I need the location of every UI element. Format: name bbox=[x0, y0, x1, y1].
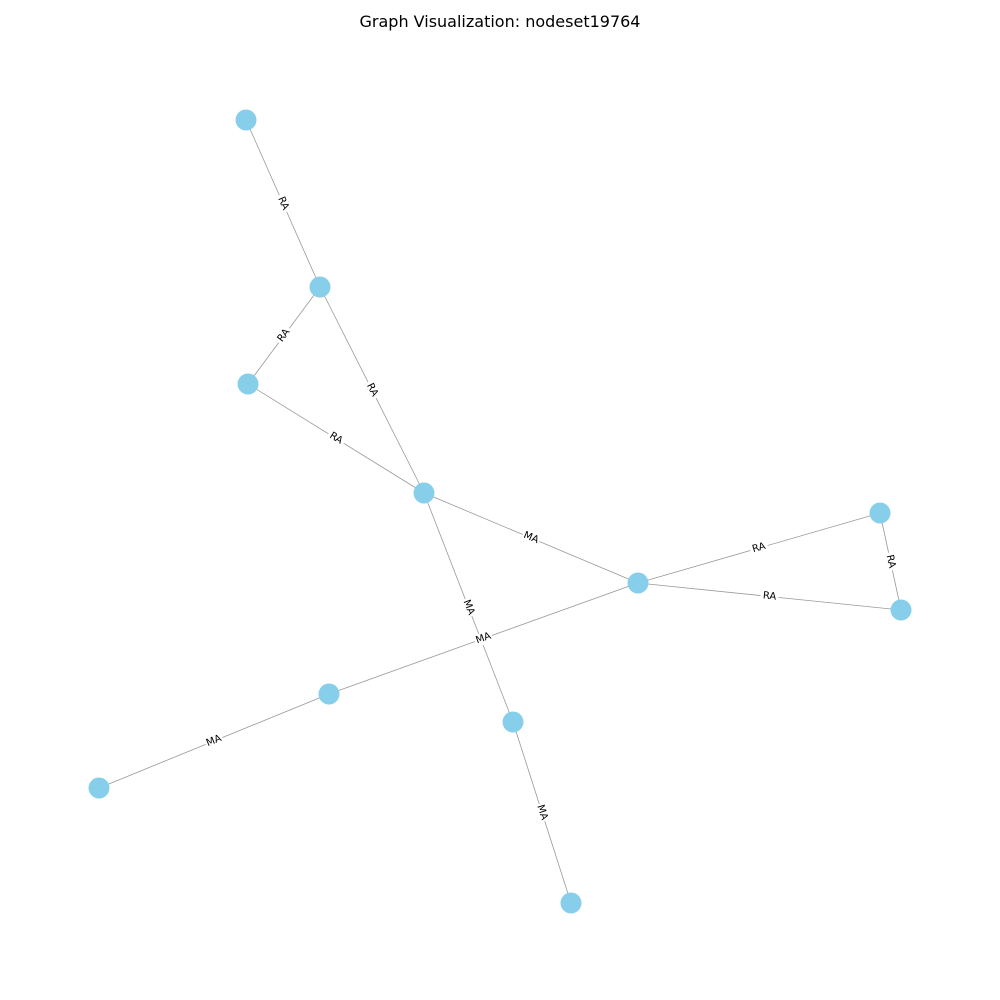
edge-label: RA bbox=[273, 324, 295, 347]
page-title: Graph Visualization: nodeset19764 bbox=[359, 12, 641, 31]
edge-label: RA bbox=[362, 379, 382, 401]
edge-label-background bbox=[459, 596, 478, 619]
node-n8 bbox=[318, 683, 340, 705]
edge-label-background bbox=[362, 379, 382, 401]
edge-label-text: MA bbox=[534, 803, 549, 821]
edge-label: RA bbox=[748, 539, 770, 557]
node-n7 bbox=[890, 599, 912, 621]
edge-label: RA bbox=[273, 192, 293, 215]
edge-label-background bbox=[325, 428, 347, 449]
edge-label: RA bbox=[759, 589, 780, 604]
edge-label: MA bbox=[533, 802, 551, 823]
node-n10 bbox=[88, 777, 110, 799]
edge-label: MA bbox=[520, 528, 542, 548]
edge-label-background bbox=[203, 732, 225, 750]
edges-layer bbox=[98, 119, 902, 904]
edge-label-background bbox=[759, 589, 780, 604]
edge-label-text: RA bbox=[751, 541, 767, 555]
node-n11 bbox=[560, 892, 582, 914]
node-n6 bbox=[869, 502, 891, 524]
edge-label-text: RA bbox=[364, 382, 380, 399]
edge-label-background bbox=[748, 539, 770, 557]
edge-label-background bbox=[473, 629, 494, 648]
edge-label-background bbox=[520, 528, 542, 548]
edge-label-background bbox=[273, 324, 295, 347]
edge-label: MA bbox=[473, 629, 494, 648]
edge-label: MA bbox=[203, 732, 225, 750]
edge-label-background bbox=[273, 192, 293, 215]
node-n5 bbox=[627, 572, 649, 594]
node-n1 bbox=[235, 109, 257, 131]
edge-label-text: RA bbox=[762, 590, 777, 602]
edge-label-text: MA bbox=[461, 598, 477, 617]
node-n4 bbox=[413, 482, 435, 504]
node-n3 bbox=[237, 373, 259, 395]
edge-label: RA bbox=[882, 551, 899, 572]
edge-label-text: RA bbox=[884, 554, 898, 570]
nodes-layer bbox=[88, 109, 912, 914]
edge-label-text: MA bbox=[205, 733, 224, 749]
edge-label-text: RA bbox=[275, 195, 291, 212]
node-n9 bbox=[502, 711, 524, 733]
edge-label-text: MA bbox=[474, 631, 492, 647]
edge-label-background bbox=[533, 802, 551, 823]
edge-label: RA bbox=[325, 428, 347, 449]
edge-label: MA bbox=[459, 596, 478, 619]
edge-label-background bbox=[882, 551, 899, 572]
edge-labels-layer: RA RA RA RA MA MA RA RA RA MA MA MA bbox=[203, 192, 899, 823]
node-n2 bbox=[309, 276, 331, 298]
